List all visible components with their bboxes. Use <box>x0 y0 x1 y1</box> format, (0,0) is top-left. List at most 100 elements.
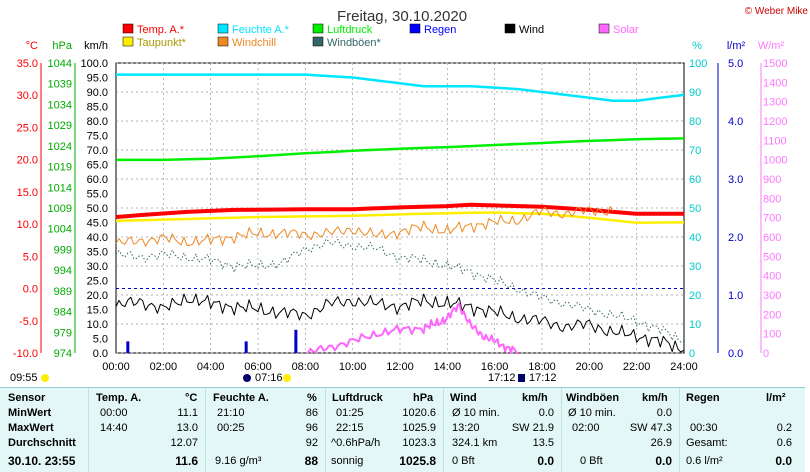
pressure-axis-tick: 979 <box>54 327 72 339</box>
legend-label: Luftdruck <box>327 24 373 36</box>
x-tick-label: 20:00 <box>576 361 604 373</box>
solar-axis-tick: 200 <box>763 309 781 321</box>
humidity-axis-tick: 60 <box>689 174 701 186</box>
sun-event-left-icon <box>41 374 49 382</box>
legend-label: Windböen* <box>327 37 382 49</box>
chart-legend: Temp. A.* Feuchte A.* Luftdruck Regen Wind So… <box>122 23 639 49</box>
humidity-axis-tick: 90 <box>689 87 701 99</box>
chart-title: Freitag, 30.10.2020 <box>337 8 467 25</box>
gust-unit: km/h <box>642 392 668 404</box>
gust-current: 0.0 <box>655 454 672 468</box>
press-trend: ^0.6hPa/h <box>331 437 381 449</box>
sunrise-icon <box>243 374 251 382</box>
hum-absolute: 9.16 g/m³ <box>215 455 262 467</box>
rain-axis-unit: l/m² <box>727 40 746 52</box>
solar-axis-tick: 100 <box>763 329 781 341</box>
hum-min: 86 <box>305 407 318 419</box>
sunrise-label: 07:16 <box>255 372 283 384</box>
hum-min-time: 21:10 <box>217 407 245 419</box>
press-title: Luftdruck <box>332 392 383 404</box>
pressure-axis-tick: 1044 <box>48 58 72 70</box>
rain-bar <box>126 341 130 353</box>
humidity-axis-tick: 100 <box>689 58 707 70</box>
row-label-avg: Durchschnitt <box>8 437 76 449</box>
temp-axis-tick: 20.0 <box>17 155 38 167</box>
legend-label: Feuchte A.* <box>232 24 290 36</box>
pressure-axis-tick: 994 <box>54 265 72 277</box>
solar-axis-tick: 700 <box>763 213 781 225</box>
press-max-time: 22:15 <box>336 422 364 434</box>
x-tick-label: 06:00 <box>244 361 272 373</box>
pressure-axis-tick: 1034 <box>48 99 72 111</box>
x-tick-label: 04:00 <box>197 361 225 373</box>
x-tick-label: 08:00 <box>292 361 320 373</box>
rain-axis-tick: 0.0 <box>728 348 743 360</box>
temp-axis-tick: 15.0 <box>17 187 38 199</box>
hum-max-time: 00:25 <box>217 422 245 434</box>
pressure-axis-tick: 1019 <box>48 162 72 174</box>
wind-axis-tick: 80.0 <box>87 116 108 128</box>
pressure-axis-tick: 974 <box>54 348 72 360</box>
series-windchill-line <box>115 206 614 247</box>
wind-axis-tick: 40.0 <box>87 232 108 244</box>
gust-r1b: 0.0 <box>656 407 672 419</box>
solar-axis-tick: 1100 <box>763 135 787 147</box>
rain-unit: l/m² <box>766 392 786 404</box>
solar-axis-tick: 800 <box>763 193 781 205</box>
row-label-min: MinWert <box>8 407 52 419</box>
wind-axis-tick: 65.0 <box>87 160 108 172</box>
chart-axes: 00:00 02:00 04:00 06:00 08:00 10:00 12:00 14:00… <box>10 40 787 384</box>
weather-chart: 00:00 02:00 04:00 06:00 08:00 10:00 12:00 14:00… <box>10 6 809 384</box>
footer-datetime: 30.10. 23:55 <box>8 454 76 468</box>
pressure-axis-tick: 1039 <box>48 79 72 91</box>
temp-axis-unit: °C <box>26 40 38 52</box>
rain-r4a: 0.6 l/m² <box>686 455 723 467</box>
solar-axis-tick: 400 <box>763 271 781 283</box>
press-min-time: 01:25 <box>336 407 364 419</box>
stats-table: Sensor MinWert MaxWert Durchschnitt 30.1… <box>0 387 805 472</box>
temp-min-time: 00:00 <box>100 407 128 419</box>
solar-axis-tick: 1200 <box>763 116 787 128</box>
sun-event-left-label: 09:55 <box>10 372 38 384</box>
legend-swatch <box>312 36 324 47</box>
gust-r2a: 02:00 <box>572 422 600 434</box>
wind-axis-tick: 35.0 <box>87 247 108 259</box>
series-wind-line <box>115 293 685 353</box>
legend-label: Regen <box>424 24 456 36</box>
wind-r1b: 0.0 <box>538 407 554 419</box>
wind-axis-tick: 30.0 <box>87 261 108 273</box>
temp-axis-tick: 35.0 <box>17 58 38 70</box>
rain-title: Regen <box>686 392 720 404</box>
wind-axis-tick: 45.0 <box>87 218 108 230</box>
rain-axis-tick: 1.0 <box>728 290 743 302</box>
gust-r3b: 26.9 <box>650 437 672 449</box>
wind-axis-tick: 60.0 <box>87 174 108 186</box>
chart-credit: © Weber Mike <box>745 6 809 17</box>
legend-label: Taupunkt* <box>137 37 187 49</box>
press-max: 1025.9 <box>402 422 436 434</box>
pressure-axis-tick: 1004 <box>48 224 72 236</box>
pressure-axis-tick: 1024 <box>48 141 72 153</box>
sunset-label-2: 17:12 <box>529 372 557 384</box>
humidity-axis-tick: 40 <box>689 232 701 244</box>
series-luftdruck-line <box>116 137 685 162</box>
solar-axis-tick: 1400 <box>763 77 787 89</box>
wind-axis-tick: 90.0 <box>87 87 108 99</box>
temp-current: 11.6 <box>175 454 198 468</box>
wind-axis-unit: km/h <box>84 40 108 52</box>
pressure-axis-tick: 1014 <box>48 182 72 194</box>
wind-axis-tick: 5.0 <box>93 334 108 346</box>
legend-label: Solar <box>613 24 639 36</box>
sunrise-sun-icon <box>283 374 291 382</box>
solar-axis-tick: 300 <box>763 290 781 302</box>
solar-axis-tick: 900 <box>763 174 781 186</box>
solar-axis-tick: 1300 <box>763 97 787 109</box>
solar-axis-tick: 500 <box>763 251 781 263</box>
x-tick-label: 24:00 <box>670 361 698 373</box>
legend-swatch <box>217 23 229 34</box>
pressure-axis-tick: 1029 <box>48 120 72 132</box>
pressure-axis-tick: 984 <box>54 307 72 319</box>
series-taupunkt-line <box>115 211 685 225</box>
temp-axis-tick: 0.0 <box>23 284 38 296</box>
humidity-axis-tick: 50 <box>689 203 701 215</box>
